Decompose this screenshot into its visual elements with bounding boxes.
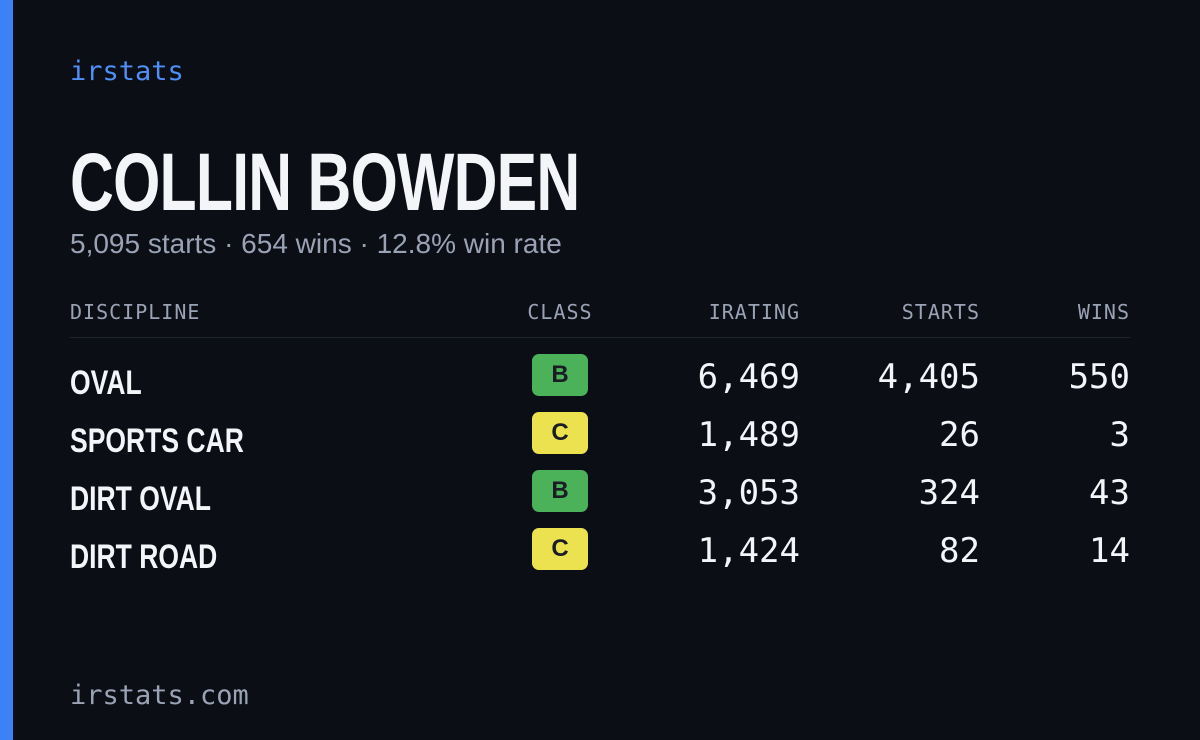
brand: irstats [70, 56, 184, 87]
irating-value: 6,469 [697, 357, 800, 397]
starts-value: 4,405 [877, 357, 980, 397]
starts-value: 82 [939, 531, 980, 571]
column-header: STARTS [901, 300, 980, 324]
irating-value: 1,424 [697, 531, 800, 571]
wins-value: 14 [1089, 531, 1130, 571]
footer: irstats.com [70, 680, 249, 711]
accent-bar [0, 0, 13, 740]
column-header: IRATING [708, 300, 800, 324]
class-badge: B [532, 354, 588, 396]
discipline: SPORTS CAR [70, 422, 244, 460]
column-header: DISCIPLINE [70, 300, 201, 324]
column-header: WINS [1077, 300, 1130, 324]
column-header: CLASS [527, 300, 593, 324]
divider [70, 337, 1130, 338]
class-badge: C [532, 528, 588, 570]
irating-value: 1,489 [697, 415, 800, 455]
discipline: DIRT OVAL [70, 480, 211, 518]
discipline: OVAL [70, 364, 142, 402]
wins-value: 43 [1089, 473, 1130, 513]
class-badge: B [532, 470, 588, 512]
wins-value: 3 [1109, 415, 1130, 455]
summary: 5,095 starts · 654 wins · 12.8% win rate [70, 228, 562, 259]
wins-value: 550 [1068, 357, 1130, 397]
driver-name: COLLIN BOWDEN [70, 137, 580, 228]
irating-value: 3,053 [697, 473, 800, 513]
starts-value: 324 [918, 473, 980, 513]
discipline: DIRT ROAD [70, 538, 218, 576]
class-badge: C [532, 412, 588, 454]
starts-value: 26 [939, 415, 980, 455]
